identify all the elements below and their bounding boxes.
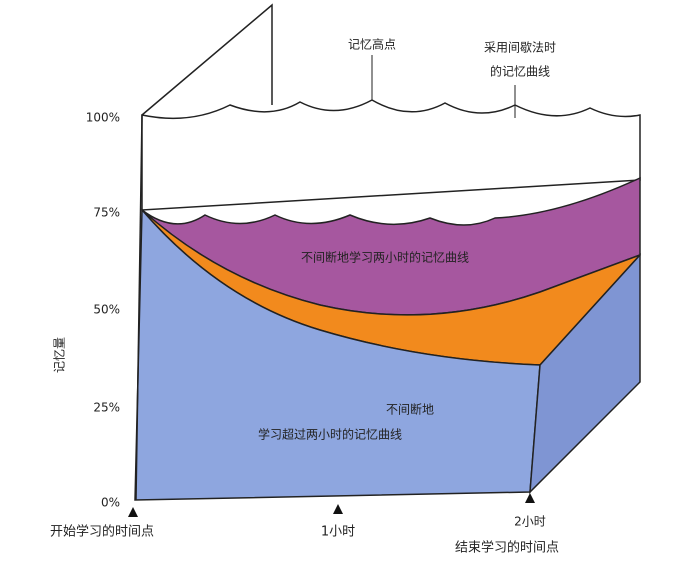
marker	[525, 493, 535, 503]
x-tick-label: 开始学习的时间点	[50, 524, 154, 540]
annotation: 不间断地	[386, 402, 434, 417]
y-axis	[135, 114, 143, 501]
y-tick-label: 0%	[101, 496, 120, 510]
front-block	[134, 208, 541, 501]
back-wall	[141, 3, 273, 116]
back-sheet	[141, 99, 641, 211]
side-block	[529, 253, 641, 494]
annotation: 记忆高点	[348, 37, 396, 52]
annotation: 不间断地学习两小时的记忆曲线	[301, 250, 469, 265]
marker	[333, 504, 343, 514]
y-tick-label: 100%	[86, 111, 120, 125]
annotation: 的记忆曲线	[490, 64, 550, 79]
y-axis-label: 记忆量	[53, 337, 67, 373]
annotation: 学习超过两小时的记忆曲线	[258, 427, 402, 442]
y-tick-label: 50%	[93, 303, 120, 317]
x-tick-label: 结束学习的时间点	[455, 540, 559, 556]
y-tick-label: 25%	[93, 401, 120, 415]
x-tick-label: 2小时	[514, 515, 546, 529]
y-tick-label: 75%	[93, 206, 120, 220]
annotation: 采用间歇法时	[484, 41, 556, 55]
x-tick-label: 1小时	[321, 525, 355, 540]
marker	[128, 507, 138, 517]
